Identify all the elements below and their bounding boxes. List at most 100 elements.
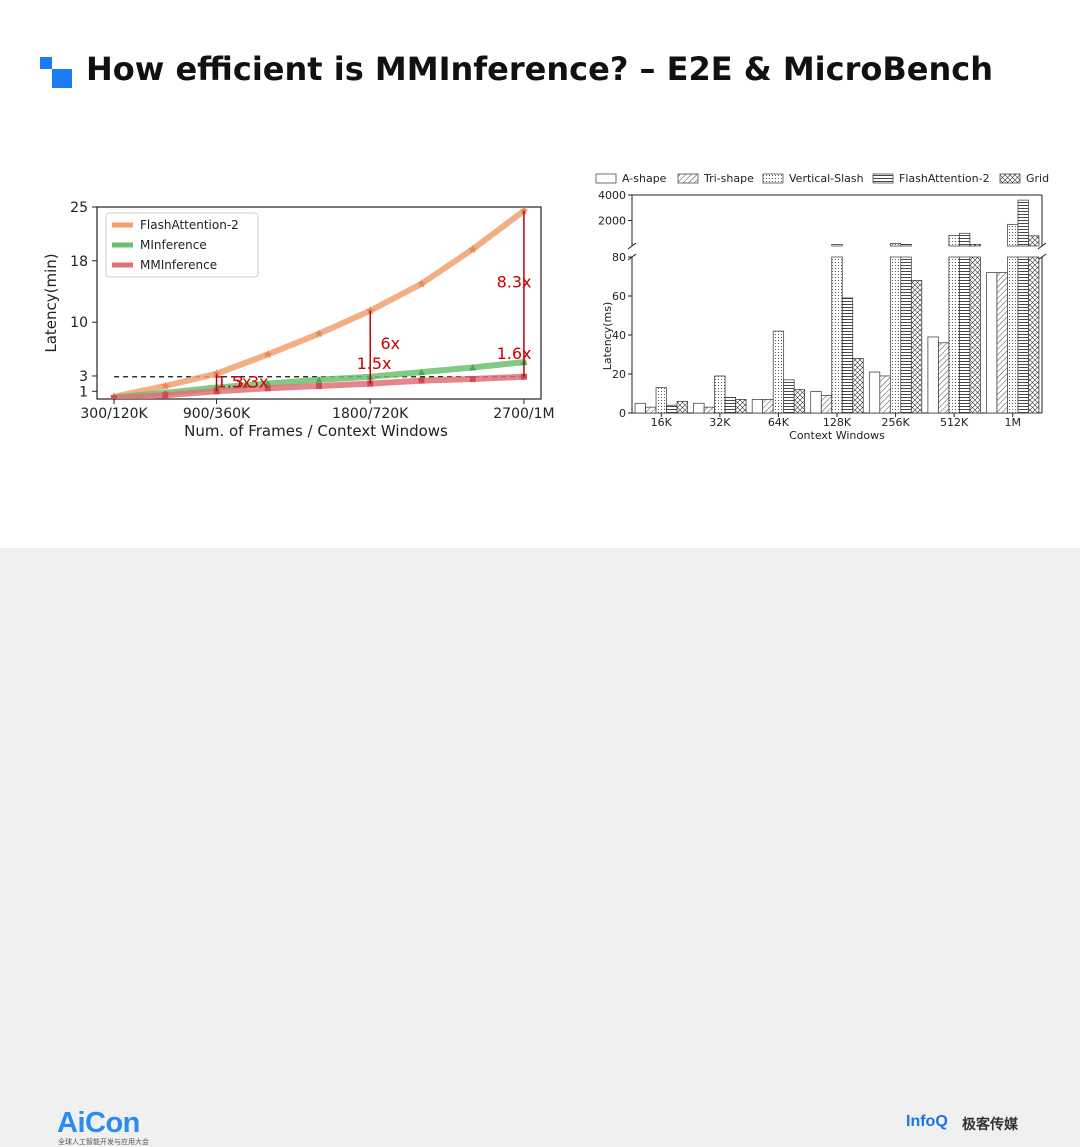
slide: How efficient is MMInference? – E2E & Mi… — [0, 0, 1080, 548]
y-tick-label: 25 — [70, 200, 88, 216]
bar — [793, 389, 806, 414]
data-point — [264, 380, 272, 387]
data-point — [315, 376, 323, 383]
bar — [676, 400, 688, 414]
bar — [852, 358, 864, 414]
legend-label: Vertical-Slash — [789, 172, 864, 185]
legend-label: MMInference — [140, 258, 217, 272]
aicon-logo: AiCon — [57, 1107, 140, 1139]
bar — [948, 256, 960, 414]
slide-decoration — [40, 57, 72, 88]
speedup-annotation: 8.3x — [497, 273, 532, 292]
bar — [724, 397, 736, 414]
bar — [889, 256, 902, 414]
y-tick-label: 40 — [612, 329, 626, 342]
bar-chart-ylabel: Latency(ms) — [601, 302, 614, 371]
y-tick-label: 20 — [612, 368, 626, 381]
data-point — [418, 377, 425, 384]
legend-swatch — [872, 173, 894, 184]
data-point — [519, 207, 529, 215]
y-tick-label: 2000 — [598, 215, 626, 228]
data-point — [314, 329, 324, 338]
bar — [645, 406, 657, 414]
bar — [910, 280, 923, 414]
data-point — [469, 376, 476, 383]
y-tick-label: 3 — [79, 369, 88, 385]
data-point — [365, 306, 375, 315]
x-tick-label: 128K — [823, 416, 852, 429]
y-tick-label: 60 — [612, 290, 626, 303]
bar — [1028, 235, 1040, 247]
line-chart-legend — [105, 212, 259, 278]
bar — [693, 402, 705, 414]
bar — [969, 243, 981, 247]
bar — [751, 399, 764, 414]
legend-label: Tri-shape — [703, 172, 754, 185]
x-tick-label: 1M — [1004, 416, 1021, 429]
speedup-annotation: 1.5x — [217, 372, 252, 391]
speedup-annotation: 6x — [380, 334, 400, 353]
bar — [900, 256, 912, 414]
bar — [927, 336, 939, 414]
bar — [959, 232, 971, 247]
bar — [900, 243, 912, 247]
bar — [831, 244, 843, 247]
x-tick-label: 256K — [881, 416, 910, 429]
bar — [783, 379, 795, 414]
y-tick-label: 18 — [70, 254, 88, 270]
legend-swatch — [762, 173, 784, 184]
infoq-logo: InfoQ — [906, 1113, 948, 1130]
data-point — [263, 349, 273, 359]
bar — [810, 391, 822, 414]
bar — [714, 375, 726, 414]
legend-swatch — [677, 173, 699, 184]
bar — [634, 402, 646, 414]
bar — [1017, 199, 1029, 247]
y-tick-label: 10 — [70, 315, 88, 331]
bar — [1028, 256, 1040, 414]
bar — [1007, 256, 1019, 414]
legend-label: MInference — [140, 238, 207, 252]
data-point — [417, 368, 425, 376]
data-point — [212, 369, 221, 378]
bar — [938, 342, 950, 414]
bar-chart-xlabel: Context Windows — [789, 429, 885, 442]
legend-label: FlashAttention-2 — [140, 218, 239, 232]
speedup-annotation: 1.6x — [497, 344, 532, 363]
x-tick-label: 16K — [651, 416, 673, 429]
bar — [986, 272, 998, 414]
bar — [959, 256, 971, 414]
line-chart-xlabel: Num. of Frames / Context Windows — [184, 422, 448, 440]
axis-break-mark — [1037, 242, 1047, 250]
data-point — [316, 382, 322, 389]
infoq-logo-cn: 极客传媒 — [962, 1117, 1018, 1133]
bar — [1017, 256, 1029, 414]
legend-swatch — [595, 173, 617, 184]
data-point — [417, 279, 426, 288]
data-point — [468, 244, 477, 253]
speedup-annotation: 3.3x — [234, 372, 269, 391]
y-tick-label: 80 — [612, 251, 626, 264]
x-tick-label: 32K — [709, 416, 731, 429]
bar — [868, 371, 881, 414]
axis-break-mark — [1037, 253, 1047, 261]
title-accent-large — [52, 69, 72, 88]
bar — [889, 243, 902, 247]
x-tick-label: 2700/1M — [493, 406, 554, 422]
x-tick-label: 300/120K — [80, 406, 148, 422]
bar — [948, 235, 960, 247]
data-point — [161, 381, 170, 390]
bar — [831, 256, 843, 414]
slide-title: How efficient is MMInference? – E2E & Mi… — [86, 50, 993, 88]
data-point — [111, 395, 118, 399]
bar — [772, 330, 785, 414]
bar — [879, 375, 891, 414]
bar — [969, 256, 981, 414]
legend-label: FlashAttention-2 — [899, 172, 990, 185]
axis-break-mark — [627, 242, 637, 250]
y-tick-label: 4000 — [598, 189, 626, 202]
legend-label: Grid — [1026, 172, 1049, 185]
bar — [735, 399, 747, 414]
x-tick-label: 64K — [768, 416, 790, 429]
x-tick-label: 900/360K — [183, 406, 251, 422]
